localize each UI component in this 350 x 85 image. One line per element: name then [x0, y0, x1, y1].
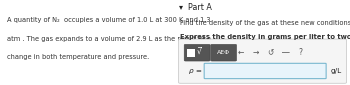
Text: A quantity of N₂  occupies a volume of 1.0 L at 300 K and 1.3: A quantity of N₂ occupies a volume of 1.… [7, 17, 210, 23]
FancyBboxPatch shape [204, 63, 326, 79]
Text: →: → [252, 48, 259, 57]
Text: ←: ← [237, 48, 244, 57]
FancyBboxPatch shape [211, 44, 237, 61]
Text: ρ =: ρ = [189, 68, 202, 74]
Bar [187, 49, 195, 57]
Text: AEΦ: AEΦ [217, 50, 230, 55]
Text: Express the density in grams per liter to two significant figures.: Express the density in grams per liter t… [180, 34, 350, 40]
Text: ?: ? [299, 48, 302, 57]
Text: √̅: √̅ [196, 48, 201, 57]
Text: ↺: ↺ [267, 48, 274, 57]
Text: Find the density of the gas at these new conditions.: Find the density of the gas at these new… [180, 20, 350, 26]
Text: ―: ― [282, 48, 289, 57]
Text: atm . The gas expands to a volume of 2.9 L as the result of a: atm . The gas expands to a volume of 2.9… [7, 36, 211, 42]
FancyBboxPatch shape [184, 44, 210, 61]
FancyBboxPatch shape [178, 39, 346, 83]
Text: change in both temperature and pressure.: change in both temperature and pressure. [7, 54, 149, 60]
Text: g/L: g/L [330, 68, 342, 74]
Text: ▾  Part A: ▾ Part A [178, 3, 211, 12]
